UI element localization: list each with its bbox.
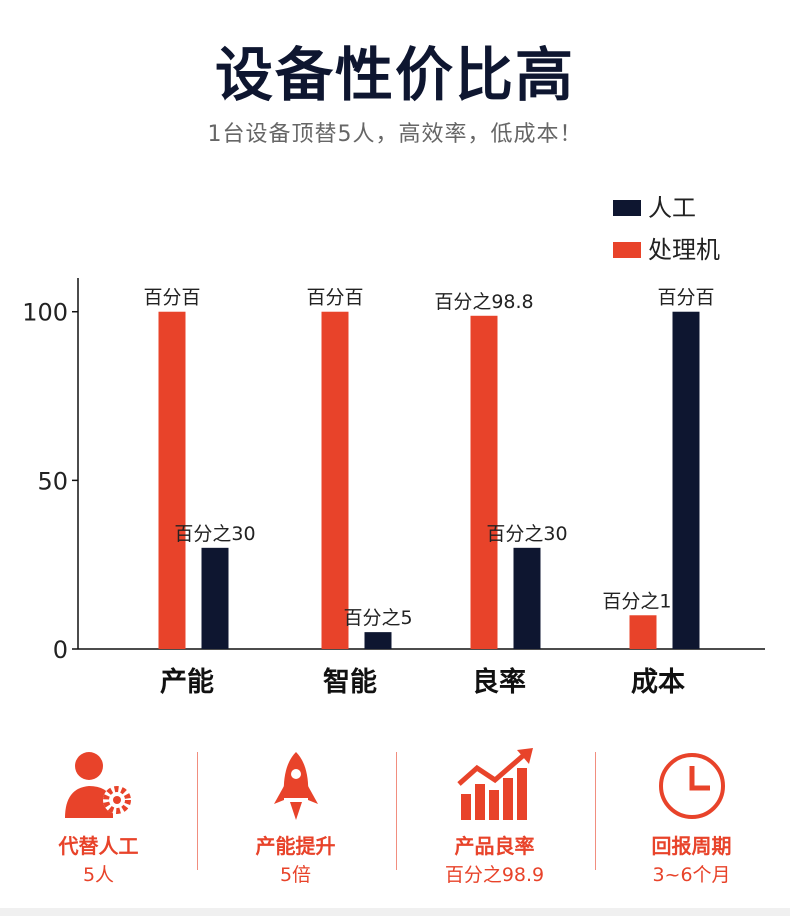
- growth-chart-icon: [456, 748, 533, 820]
- rocket-icon: [273, 752, 318, 820]
- legend-label-machine: 处理机: [648, 236, 720, 264]
- y-tick-label: 0: [53, 636, 68, 664]
- x-category-label: 成本: [631, 667, 685, 698]
- feature-value: 3~6个月: [652, 864, 731, 886]
- clock-icon: [658, 753, 725, 819]
- data-label: 百分百: [143, 287, 200, 309]
- bar-machine: [158, 311, 186, 649]
- legend-label-human: 人工: [648, 194, 696, 222]
- bottom-band: [0, 908, 790, 916]
- data-label: 百分之10: [602, 590, 683, 612]
- feature-replace-labor: 代替人工 5人: [0, 740, 197, 890]
- page-title: 设备性价比高: [214, 41, 575, 109]
- feature-yield: 产品良率 百分之98.9: [396, 740, 593, 890]
- feature-label: 代替人工: [58, 834, 139, 858]
- feature-label: 产能提升: [255, 834, 336, 858]
- bar-machine: [629, 615, 657, 649]
- bar-human: [364, 632, 392, 649]
- data-label: 百分之30: [486, 523, 567, 545]
- data-label: 百分百: [306, 287, 363, 309]
- feature-capacity: 产能提升 5倍: [197, 740, 394, 890]
- legend-swatch-machine: [613, 242, 641, 258]
- page-subtitle: 1台设备顶替5人，高效率，低成本！: [207, 122, 583, 147]
- divider: [595, 752, 596, 870]
- feature-strip: 代替人工 5人 产能提升 5倍 产品良率 百分之98.9: [0, 740, 790, 890]
- divider: [396, 752, 397, 870]
- x-category-label: 智能: [323, 666, 377, 698]
- bar-human: [201, 547, 229, 649]
- y-tick-label: 50: [37, 467, 68, 495]
- feature-payback: 回报周期 3~6个月: [593, 740, 790, 890]
- data-label: 百分之98.8: [434, 291, 533, 313]
- worker-gear-icon: [64, 752, 131, 818]
- y-tick-label: 100: [22, 299, 68, 327]
- data-label: 百分之30: [174, 523, 255, 545]
- bar-human: [672, 311, 700, 649]
- legend-swatch-human: [613, 200, 641, 216]
- x-category-label: 产能: [160, 666, 214, 698]
- bar-human: [513, 547, 541, 649]
- feature-label: 回报周期: [651, 834, 732, 858]
- feature-label: 产品良率: [454, 834, 535, 858]
- feature-value: 百分之98.9: [444, 864, 545, 886]
- data-label: 百分之5: [343, 607, 412, 629]
- bar-machine: [470, 315, 498, 649]
- data-label: 百分百: [657, 287, 714, 309]
- bar-machine: [321, 311, 349, 649]
- feature-value: 5倍: [279, 864, 312, 886]
- feature-value: 5人: [82, 864, 115, 886]
- divider: [197, 752, 198, 870]
- x-category-label: 良率: [472, 666, 526, 698]
